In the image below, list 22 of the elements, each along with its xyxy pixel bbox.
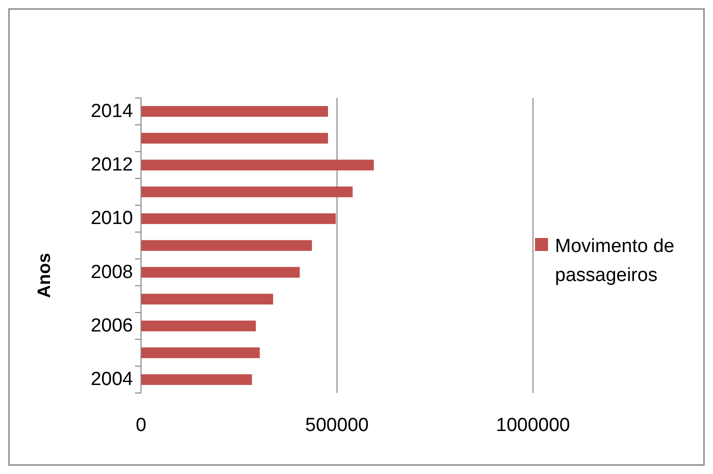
bar — [141, 186, 353, 198]
bar — [141, 347, 260, 358]
bar — [141, 294, 274, 304]
y-tick-label: 2008 — [90, 262, 133, 283]
x-tick-label: 1000000 — [496, 415, 570, 436]
y-tick-label: 2014 — [90, 100, 134, 122]
bar — [141, 374, 252, 385]
bar — [141, 160, 374, 170]
y-axis-title: Anos — [34, 253, 54, 298]
bar — [141, 266, 300, 278]
y-tick-label: 2010 — [90, 208, 133, 230]
bar — [141, 132, 328, 144]
legend-label: Movimento de passageiros — [555, 236, 674, 286]
bar — [141, 213, 336, 224]
bar — [141, 320, 256, 332]
y-tick-label: 2012 — [90, 154, 133, 176]
bar — [141, 240, 312, 251]
y-tick-label: 2004 — [90, 369, 134, 390]
x-tick-label: 500000 — [305, 415, 369, 436]
bar — [141, 106, 328, 117]
y-tick-label: 2006 — [90, 315, 133, 336]
x-tick-label: 0 — [136, 415, 146, 436]
